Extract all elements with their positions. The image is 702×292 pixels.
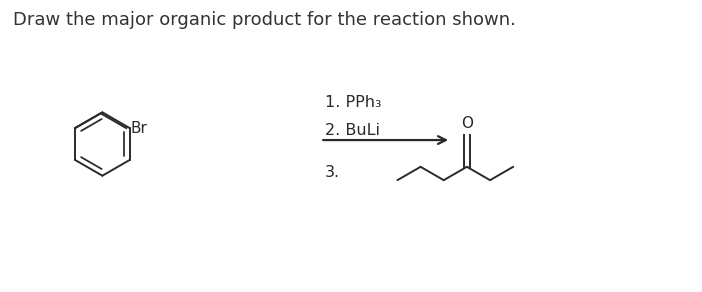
Text: Br: Br <box>131 121 147 136</box>
Text: 2. BuLi: 2. BuLi <box>325 123 380 138</box>
Text: 1. PPh₃: 1. PPh₃ <box>325 95 382 110</box>
Text: Draw the major organic product for the reaction shown.: Draw the major organic product for the r… <box>13 11 516 29</box>
Text: 3.: 3. <box>325 165 340 180</box>
Text: O: O <box>461 116 473 131</box>
